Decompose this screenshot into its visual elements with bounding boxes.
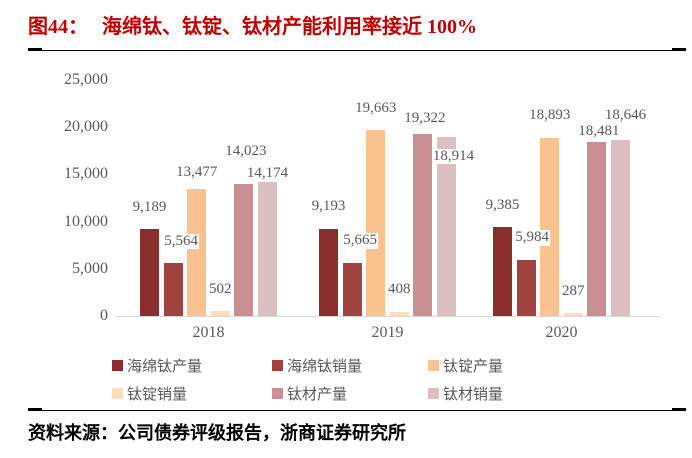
legend-item-海绵钛产量: 海绵钛产量 <box>112 356 203 375</box>
bar-海绵钛产量-2020 <box>493 227 512 316</box>
y-tick-label: 5,000 <box>72 259 108 277</box>
bar-钛锭销量-2019 <box>389 312 409 316</box>
legend-label: 钛锭产量 <box>443 358 504 375</box>
bar-value-label: 18,893 <box>528 106 572 124</box>
legend-label: 钛材销量 <box>443 386 504 403</box>
bar-钛锭销量-2020 <box>563 313 583 316</box>
bar-钛锭产量-2018 <box>187 188 207 316</box>
x-tick-label-2019: 2019 <box>371 324 404 341</box>
y-tick-label: 20,000 <box>64 118 108 136</box>
bar-value-label: 18,481 <box>577 122 621 140</box>
bar-value-label: 18,914 <box>431 147 476 165</box>
legend-item-钛材产量: 钛材产量 <box>272 384 348 403</box>
bottom-divider-rule <box>28 408 686 415</box>
legend-label: 海绵钛销量 <box>287 358 363 375</box>
bar-钛材产量-2018 <box>234 183 254 316</box>
bar-海绵钛销量-2019 <box>342 262 362 316</box>
bar-钛锭产量-2020 <box>540 137 560 316</box>
bar-value-label: 287 <box>561 282 586 300</box>
bar-value-label: 18,646 <box>603 107 648 124</box>
bar-钛锭销量-2018 <box>210 311 230 316</box>
bar-value-label: 9,193 <box>310 198 347 216</box>
bar-钛材产量-2019 <box>413 133 433 316</box>
legend-item-钛材销量: 钛材销量 <box>428 384 504 403</box>
legend-marker-icon <box>112 359 123 371</box>
bar-value-label: 13,477 <box>175 164 219 181</box>
legend-item-海绵钛销量: 海绵钛销量 <box>272 356 363 375</box>
legend-item-钛锭产量: 钛锭产量 <box>428 356 504 375</box>
legend-label: 钛锭销量 <box>127 386 188 403</box>
y-tick-label: 15,000 <box>64 165 108 183</box>
bar-value-label: 408 <box>387 281 412 299</box>
bar-value-label: 9,385 <box>484 196 521 214</box>
legend-marker-icon <box>272 387 283 399</box>
bar-value-label: 5,984 <box>514 228 550 246</box>
y-tick-label: 25,000 <box>64 71 108 88</box>
x-axis-line <box>115 316 660 317</box>
bar-钛材销量-2018 <box>258 182 277 316</box>
bar-value-label: 14,174 <box>245 165 290 183</box>
x-tick-label-2020: 2020 <box>545 324 578 341</box>
legend-label: 海绵钛产量 <box>127 358 203 375</box>
bar-钛锭产量-2019 <box>366 130 386 316</box>
source-note: 资料来源：公司债券评级报告，浙商证券研究所 <box>28 423 406 443</box>
figure-title-row: 图44： 海绵钛、钛锭、钛材产能利用率接近 100% <box>28 10 678 38</box>
y-tick-label: 0 <box>100 307 108 324</box>
bar-钛材销量-2019 <box>437 137 456 316</box>
legend-marker-icon <box>428 359 439 371</box>
bar-海绵钛产量-2018 <box>140 229 159 316</box>
bar-value-label: 5,665 <box>342 231 378 249</box>
top-divider-rule <box>28 48 686 55</box>
figure-number-label: 图44： <box>28 16 88 38</box>
bar-海绵钛产量-2019 <box>319 229 338 316</box>
y-tick-label: 10,000 <box>64 212 108 230</box>
bar-海绵钛销量-2018 <box>163 263 183 316</box>
bar-value-label: 19,322 <box>403 109 447 127</box>
legend-marker-icon <box>272 359 283 371</box>
x-tick-label-2018: 2018 <box>192 324 225 341</box>
bar-value-label: 5,564 <box>163 232 199 250</box>
bar-value-label: 14,023 <box>224 142 268 160</box>
bar-value-label: 19,663 <box>354 99 398 117</box>
bar-钛材销量-2020 <box>611 139 630 316</box>
bar-海绵钛销量-2020 <box>516 259 536 316</box>
legend-marker-icon <box>428 387 439 399</box>
legend-marker-icon <box>112 387 123 399</box>
bar-钛材产量-2020 <box>587 141 607 316</box>
plot-area: 9,189 5,564 13,477 502 14,023 14,174 9,193 5,66… <box>115 80 660 316</box>
figure-title-text: 海绵钛、钛锭、钛材产能利用率接近 100% <box>102 16 477 38</box>
bar-value-label: 502 <box>208 280 233 298</box>
legend-item-钛锭销量: 钛锭销量 <box>112 384 188 403</box>
legend-label: 钛材产量 <box>287 386 348 403</box>
bar-value-label: 9,189 <box>131 198 168 216</box>
